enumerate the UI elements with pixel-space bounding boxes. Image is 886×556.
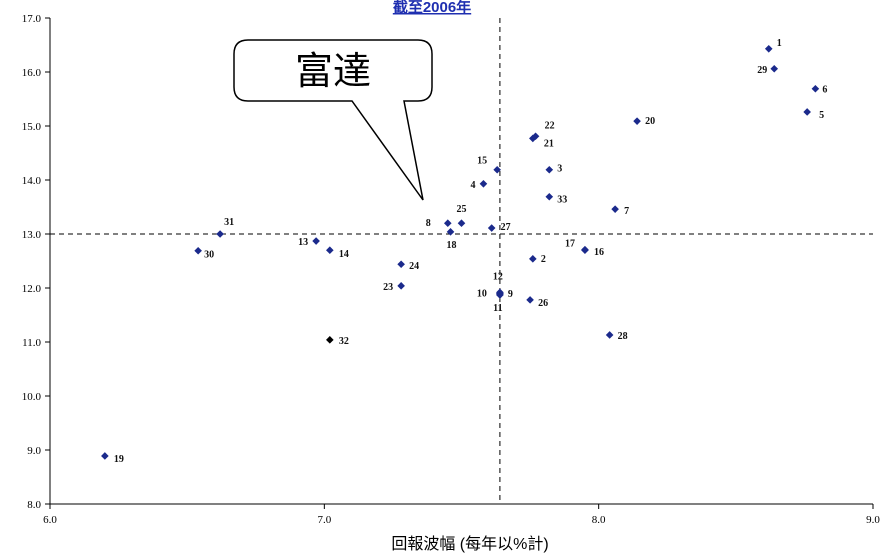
data-point-label: 27 — [501, 222, 511, 233]
data-point-label: 21 — [544, 138, 554, 149]
data-point-23 — [397, 282, 405, 290]
x-tick-label: 8.0 — [592, 514, 606, 526]
data-point-15 — [493, 165, 501, 174]
data-point-26 — [526, 296, 534, 304]
data-point-label: 7 — [624, 206, 629, 217]
x-tick-label: 7.0 — [317, 514, 331, 526]
data-point-label: 19 — [114, 454, 124, 465]
y-tick-label: 15.0 — [22, 121, 42, 133]
data-point-18 — [446, 228, 455, 236]
data-point-label: 6 — [822, 85, 827, 96]
callout-bubble — [233, 39, 433, 201]
callout: 富達 — [233, 39, 433, 201]
data-point-5 — [803, 108, 811, 116]
data-point-label: 13 — [298, 237, 308, 248]
data-point-label: 16 — [594, 247, 604, 258]
data-point-31 — [216, 230, 224, 238]
data-point-label: 8 — [426, 218, 431, 229]
data-point-label: 29 — [757, 65, 767, 76]
data-point-19 — [101, 452, 109, 460]
data-point-28 — [605, 331, 614, 339]
data-point-label: 30 — [204, 250, 214, 261]
data-point-label: 12 — [493, 271, 503, 282]
data-point-label: 15 — [477, 156, 487, 167]
y-tick-label: 8.0 — [27, 499, 41, 511]
data-point-32 — [326, 336, 334, 344]
y-tick-label: 9.0 — [27, 445, 41, 457]
x-tick-label: 6.0 — [43, 514, 57, 526]
y-tick-label: 10.0 — [22, 391, 42, 403]
y-tick-label: 13.0 — [22, 229, 42, 241]
data-point-label: 5 — [819, 110, 824, 121]
data-point-label: 32 — [339, 336, 349, 347]
data-point-label: 24 — [409, 261, 419, 272]
data-point-16 — [581, 246, 589, 254]
data-point-30 — [194, 246, 202, 255]
x-tick-label: 9.0 — [866, 514, 880, 526]
data-point-label: 23 — [383, 282, 393, 293]
data-point-label: 20 — [645, 116, 655, 127]
data-point-label: 10 — [477, 288, 487, 299]
data-point-label: 28 — [618, 331, 628, 342]
data-point-6 — [811, 84, 820, 93]
y-tick-label: 14.0 — [22, 175, 42, 187]
data-point-33 — [545, 192, 554, 201]
data-point-21 — [529, 134, 537, 143]
y-axis: 17.0 16.0 15.0 14.0 13.0 12.0 11.0 10.0 9.0 8.0 — [22, 13, 51, 511]
data-point-label: 33 — [557, 195, 567, 206]
data-point-14 — [326, 246, 334, 254]
data-point-11 — [496, 291, 504, 299]
y-tick-label: 16.0 — [22, 67, 42, 79]
data-point-label: 3 — [557, 164, 562, 175]
data-point-8 — [443, 219, 452, 227]
data-point-4 — [479, 179, 488, 188]
data-point-27 — [487, 224, 496, 232]
x-axis: 6.0 7.0 8.0 9.0 — [43, 503, 880, 526]
y-tick-label: 17.0 — [22, 13, 42, 25]
data-point-label: 4 — [470, 180, 475, 191]
data-point-7 — [611, 205, 619, 213]
data-point-label: 26 — [538, 298, 548, 309]
data-point-13 — [312, 237, 320, 245]
data-point-label: 11 — [493, 303, 502, 314]
chart-title: 截至2006年 — [393, 0, 471, 16]
data-point-label: 22 — [545, 120, 555, 131]
data-point-label: 2 — [541, 254, 546, 265]
data-point-25 — [457, 219, 466, 227]
data-point-2 — [529, 255, 537, 263]
data-points: 1296520222115343378252718311314301716224… — [101, 38, 827, 465]
callout-text: 富達 — [295, 49, 371, 93]
data-point-label: 9 — [508, 289, 513, 300]
data-point-label: 25 — [457, 204, 467, 215]
data-point-20 — [633, 117, 641, 125]
data-point-1 — [764, 44, 773, 53]
data-point-label: 31 — [224, 217, 234, 228]
data-point-label: 18 — [447, 240, 457, 251]
data-point-label: 14 — [339, 249, 349, 260]
y-tick-label: 11.0 — [22, 337, 41, 349]
data-point-3 — [545, 165, 554, 174]
x-axis-title: 回報波幅 (每年以%計) — [391, 535, 548, 553]
data-point-label: 1 — [777, 38, 782, 49]
data-point-29 — [770, 64, 779, 73]
y-tick-label: 12.0 — [22, 283, 42, 295]
data-point-label: 17 — [565, 239, 575, 250]
data-point-24 — [397, 260, 405, 269]
